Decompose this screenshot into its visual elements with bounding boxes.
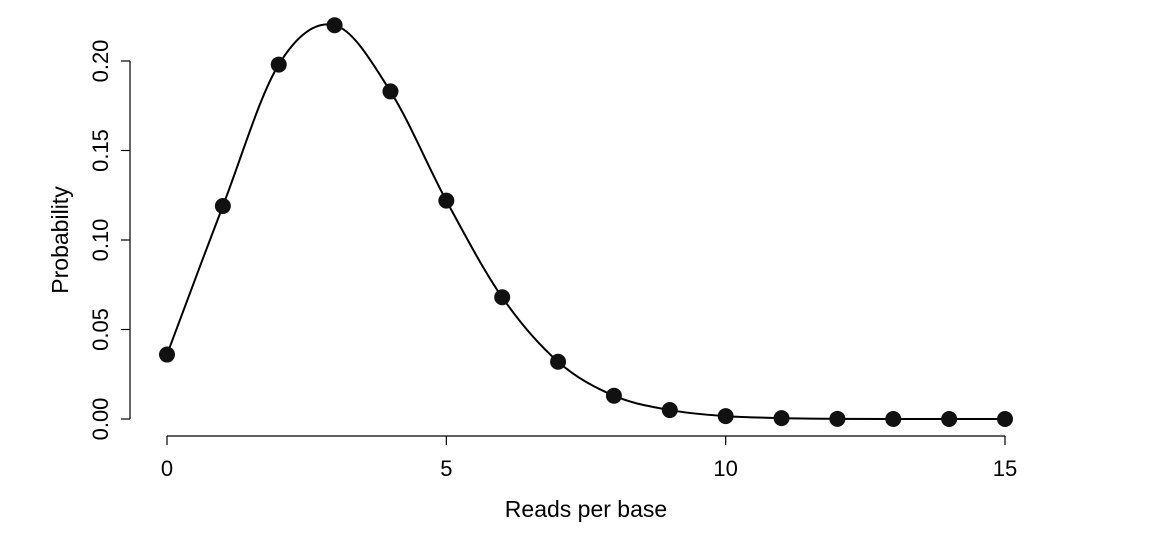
axes	[121, 60, 1006, 445]
data-point	[717, 408, 734, 425]
data-point	[382, 83, 399, 100]
data-point	[605, 387, 622, 404]
x-tick-label: 10	[713, 456, 737, 481]
x-tick-label: 5	[440, 456, 452, 481]
data-points	[159, 17, 1013, 427]
data-point	[159, 346, 175, 363]
y-tick-label: 0.15	[88, 129, 113, 172]
y-tick-label: 0.00	[88, 398, 113, 441]
data-point	[270, 56, 287, 73]
data-point	[661, 402, 678, 419]
data-point	[997, 411, 1013, 427]
x-axis-title: Reads per base	[505, 496, 667, 522]
data-point	[438, 192, 455, 209]
data-point	[326, 17, 343, 34]
data-point	[829, 410, 846, 427]
x-tick-label: 15	[993, 456, 1017, 481]
data-point	[214, 197, 231, 214]
probability-curve	[166, 23, 1005, 421]
y-tick-label: 0.10	[88, 219, 113, 262]
data-point	[494, 289, 511, 306]
y-tick-label: 0.05	[88, 308, 113, 351]
data-point	[941, 411, 958, 427]
y-tick-label: 0.20	[88, 40, 113, 83]
tick-labels: 0.00 0.05 0.10 0.15 0.20 0 5 10 15	[88, 40, 1017, 481]
data-point	[550, 353, 567, 370]
x-tick-label: 0	[161, 456, 173, 481]
y-axis-title: Probability	[47, 186, 73, 294]
data-point	[885, 411, 902, 427]
data-point	[773, 410, 790, 427]
